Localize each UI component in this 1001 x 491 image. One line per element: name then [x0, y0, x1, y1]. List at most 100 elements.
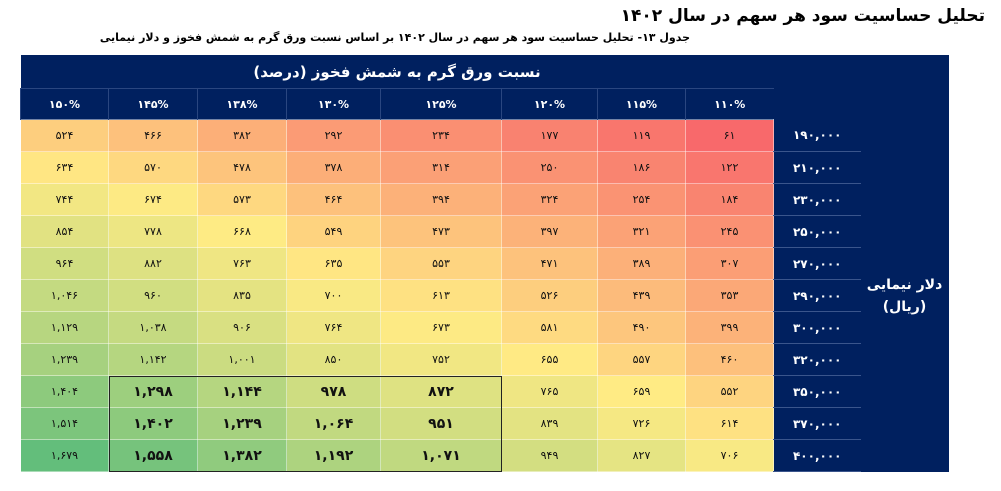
table-cell: ۱۲۲	[685, 151, 774, 184]
table-row: ۲۳۰,۰۰۰ ۱۸۴ ۲۵۴ ۳۲۴ ۳۹۴ ۴۶۴ ۵۷۳ ۶۷۴ ۷۴۴	[20, 183, 949, 216]
table-cell: ۳۵۳	[685, 279, 774, 312]
sensitivity-table: نسبت ورق گرم به شمش فخوز (درصد) ۱۱۰% ۱۱۵%…	[20, 55, 949, 472]
table-cell: ۱,۴۰۴	[20, 375, 109, 408]
table-cell: ۷۶۵	[501, 375, 598, 408]
table-cell: ۲۵۴	[597, 183, 686, 216]
row-header: ۴۰۰,۰۰۰	[773, 439, 861, 472]
row-group-header: دلار نیمایی (ریال)	[860, 119, 949, 472]
table-cell: ۳۹۴	[380, 183, 502, 216]
table-cell: ۱۸۶	[597, 151, 686, 184]
row-group-unit: (ریال)	[882, 298, 927, 315]
table-cell: ۶۳۵	[286, 247, 381, 280]
table-row: ۲۷۰,۰۰۰ ۳۰۷ ۳۸۹ ۴۷۱ ۵۵۳ ۶۳۵ ۷۶۳ ۸۸۲ ۹۶۴	[20, 247, 949, 280]
row-header: ۳۷۰,۰۰۰	[773, 407, 861, 440]
table-cell: ۸۸۲	[108, 247, 198, 280]
table-cell: ۱۱۹	[597, 119, 686, 152]
table-cell: ۸۵۰	[286, 343, 381, 376]
table-cell: ۷۶۳	[197, 247, 287, 280]
column-header: ۱۱۰%	[685, 88, 774, 120]
table-cell: ۸۳۹	[501, 407, 598, 440]
table-cell: ۳۸۲	[197, 119, 287, 152]
table-cell: ۱,۳۸۲	[197, 439, 287, 472]
table-cell: ۳۱۴	[380, 151, 502, 184]
table-cell: ۱,۵۱۴	[20, 407, 109, 440]
table-cell: ۴۶۶	[108, 119, 198, 152]
row-header: ۱۹۰,۰۰۰	[773, 119, 861, 152]
table-cell: ۳۰۷	[685, 247, 774, 280]
table-cell: ۱,۱۴۲	[108, 343, 198, 376]
table-cell: ۷۰۰	[286, 279, 381, 312]
table-cell: ۱,۰۳۸	[108, 311, 198, 344]
row-header: ۳۲۰,۰۰۰	[773, 343, 861, 376]
table-cell: ۶۱	[685, 119, 774, 152]
table-cell: ۳۸۹	[597, 247, 686, 280]
table-row: ۲۱۰,۰۰۰ ۱۲۲ ۱۸۶ ۲۵۰ ۳۱۴ ۳۷۸ ۴۷۸ ۵۷۰ ۶۳۴	[20, 151, 949, 184]
column-header: ۱۳۰%	[286, 88, 381, 120]
table-cell: ۶۷۳	[380, 311, 502, 344]
table-cell: ۷۷۸	[108, 215, 198, 248]
table-cell: ۵۵۷	[597, 343, 686, 376]
table-row: دلار نیمایی (ریال) ۱۹۰,۰۰۰ ۶۱ ۱۱۹ ۱۷۷ ۲۳۴ ۲۹۲ ۳۸…	[20, 119, 949, 472]
column-header: ۱۱۵%	[597, 88, 686, 120]
table-cell: ۲۵۰	[501, 151, 598, 184]
table-cell: ۱,۴۰۲	[108, 407, 198, 440]
table-cell: ۸۲۷	[597, 439, 686, 472]
table-row: ۲۹۰,۰۰۰ ۳۵۳ ۴۳۹ ۵۲۶ ۶۱۳ ۷۰۰ ۸۳۵ ۹۶۰ ۱,۰۴۶	[20, 279, 949, 312]
table-cell: ۶۱۴	[685, 407, 774, 440]
table-cell: ۹۶۰	[108, 279, 198, 312]
table-cell: ۱,۲۳۹	[197, 407, 287, 440]
table-cell: ۱۷۷	[501, 119, 598, 152]
table-row: ۳۵۰,۰۰۰ ۵۵۲ ۶۵۹ ۷۶۵ ۸۷۲ ۹۷۸ ۱,۱۴۴ ۱,۲۹۸ ۱,۴۰۴	[20, 375, 949, 408]
column-group-header: نسبت ورق گرم به شمش فخوز (درصد)	[20, 55, 774, 89]
column-header: ۱۳۸%	[197, 88, 287, 120]
row-header: ۲۵۰,۰۰۰	[773, 215, 861, 248]
table-cell: ۷۴۴	[20, 183, 109, 216]
table-cell: ۵۲۴	[20, 119, 109, 152]
table-cell: ۵۸۱	[501, 311, 598, 344]
table-caption: جدول ۱۳- تحلیل حساسیت سود هر سهم در سال …	[99, 31, 690, 44]
table-cell: ۶۳۴	[20, 151, 109, 184]
table-cell: ۱,۲۹۸	[108, 375, 198, 408]
table-cell: ۴۶۴	[286, 183, 381, 216]
table-cell: ۱,۰۴۶	[20, 279, 109, 312]
row-header: ۳۰۰,۰۰۰	[773, 311, 861, 344]
table-cell: ۳۹۹	[685, 311, 774, 344]
table-cell: ۱,۰۷۱	[380, 439, 502, 472]
table-cell: ۷۶۴	[286, 311, 381, 344]
table-cell: ۶۵۵	[501, 343, 598, 376]
table-cell: ۹۴۹	[501, 439, 598, 472]
table-cell: ۱,۱۲۹	[20, 311, 109, 344]
table-cell: ۲۹۲	[286, 119, 381, 152]
corner-cell	[773, 55, 861, 89]
table-cell: ۳۲۱	[597, 215, 686, 248]
corner-cell	[860, 88, 949, 120]
corner-cell	[773, 88, 861, 120]
page-title: تحلیل حساسیت سود هر سهم در سال ۱۴۰۲	[620, 6, 985, 26]
table-cell: ۶۷۴	[108, 183, 198, 216]
table-cell: ۹۷۸	[286, 375, 381, 408]
table-cell: ۸۷۲	[380, 375, 502, 408]
table-cell: ۹۵۱	[380, 407, 502, 440]
table-cell: ۴۷۸	[197, 151, 287, 184]
table-cell: ۴۷۱	[501, 247, 598, 280]
table-cell: ۱,۱۴۴	[197, 375, 287, 408]
table-cell: ۸۵۴	[20, 215, 109, 248]
corner-cell	[860, 55, 949, 89]
table-row: ۳۷۰,۰۰۰ ۶۱۴ ۷۲۶ ۸۳۹ ۹۵۱ ۱,۰۶۴ ۱,۲۳۹ ۱,۴۰۲ ۱,۵۱۴	[20, 407, 949, 440]
table-cell: ۹۶۴	[20, 247, 109, 280]
table-cell: ۱,۶۷۹	[20, 439, 109, 472]
table-cell: ۶۵۹	[597, 375, 686, 408]
column-header: ۱۴۵%	[108, 88, 198, 120]
table-cell: ۶۱۳	[380, 279, 502, 312]
table-cell: ۵۵۲	[685, 375, 774, 408]
table-cell: ۱,۲۳۹	[20, 343, 109, 376]
table-cell: ۱,۰۶۴	[286, 407, 381, 440]
table-cell: ۵۴۹	[286, 215, 381, 248]
row-header: ۲۷۰,۰۰۰	[773, 247, 861, 280]
table-cell: ۷۰۶	[685, 439, 774, 472]
column-header: ۱۵۰%	[20, 88, 109, 120]
table-row: ۴۰۰,۰۰۰ ۷۰۶ ۸۲۷ ۹۴۹ ۱,۰۷۱ ۱,۱۹۲ ۱,۳۸۲ ۱,۵۵۸ ۱,۶۷…	[20, 439, 949, 472]
table-cell: ۱,۱۹۲	[286, 439, 381, 472]
row-header: ۲۱۰,۰۰۰	[773, 151, 861, 184]
table-cell: ۵۷۳	[197, 183, 287, 216]
